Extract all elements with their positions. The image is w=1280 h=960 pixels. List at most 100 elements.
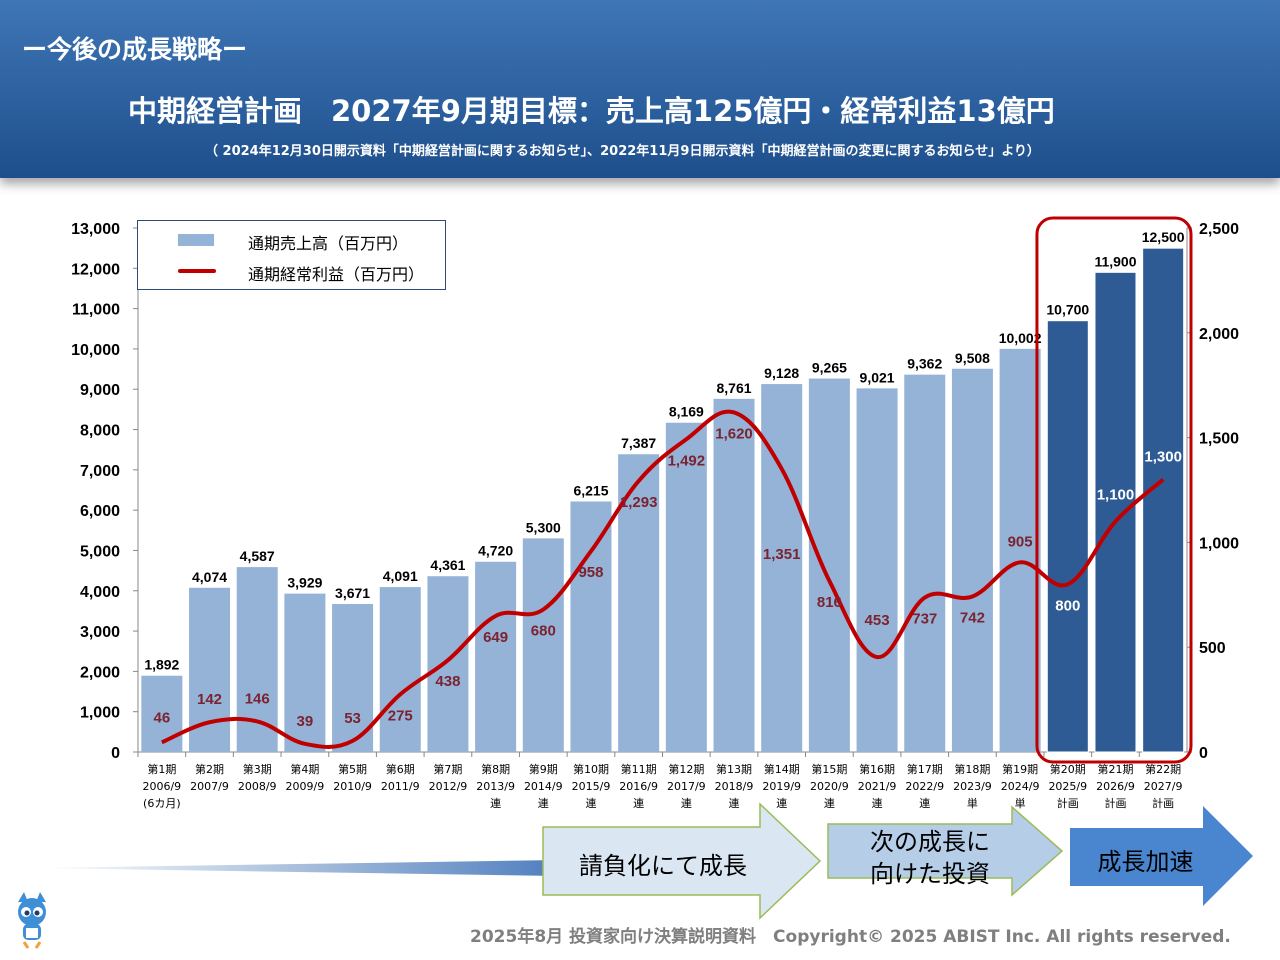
profit-point-label: 905 (1008, 533, 1033, 550)
x-tick-label: (6カ月) (143, 797, 181, 810)
profit-point-label: 53 (344, 710, 361, 727)
left-tick-label: 4,000 (80, 584, 120, 601)
sales-bar-label: 9,128 (764, 365, 799, 381)
profit-point-label: 438 (435, 673, 460, 690)
sales-bar-label: 9,362 (907, 356, 942, 372)
x-tick-label: 連 (585, 796, 596, 810)
sales-bar (332, 604, 374, 752)
phase-label-2: 次の成長に 向けた投資 (870, 828, 990, 888)
profit-point-label: 742 (960, 609, 985, 626)
x-tick-label: 第12期 (668, 762, 704, 776)
x-tick-label: 第18期 (954, 762, 990, 776)
sales-bar-label: 4,074 (192, 569, 227, 585)
x-tick-label: 2024/9 (1001, 780, 1040, 793)
x-tick-label: 第5期 (338, 762, 367, 776)
x-tick-label: 2012/9 (429, 780, 468, 793)
profit-point-label: 1,492 (668, 452, 706, 469)
x-tick-label: 第22期 (1145, 762, 1181, 776)
x-tick-label: 第7期 (433, 762, 462, 776)
x-tick-label: 連 (824, 796, 835, 810)
sales-bar (522, 538, 564, 752)
sales-bar-label: 9,265 (812, 360, 847, 376)
left-tick-label: 13,000 (71, 221, 120, 238)
x-tick-label: 2021/9 (858, 780, 897, 793)
x-tick-label: 第6期 (386, 762, 415, 776)
legend-label-sales: 通期売上高（百万円） (248, 234, 409, 253)
sales-bar-label: 5,300 (526, 519, 561, 535)
x-tick-label: 連 (538, 796, 549, 810)
x-tick-label: 第14期 (764, 762, 800, 776)
left-tick-label: 2,000 (80, 664, 120, 681)
x-tick-label: 2007/9 (190, 780, 229, 793)
x-tick-label: 2014/9 (524, 780, 563, 793)
x-tick-label: 連 (919, 796, 930, 810)
left-tick-label: 3,000 (80, 624, 120, 641)
legend-swatch-line (178, 269, 216, 273)
right-tick-label: 1,000 (1199, 535, 1239, 552)
mascot-icon (18, 892, 46, 949)
x-tick-label: 2009/9 (286, 780, 325, 793)
right-tick-label: 2,500 (1199, 221, 1239, 238)
x-tick-label: 第21期 (1097, 762, 1133, 776)
x-tick-label: 計画 (1104, 796, 1126, 810)
legend-item-sales: 通期売上高（百万円） (178, 230, 409, 254)
sales-bar-label: 10,700 (1046, 302, 1089, 318)
sales-bar-label: 8,169 (669, 404, 704, 420)
x-tick-label: 計画 (1152, 796, 1174, 810)
x-tick-label: 2010/9 (333, 780, 372, 793)
sales-bar (1046, 320, 1089, 753)
profit-point-label: 453 (865, 612, 890, 629)
x-tick-label: 第16期 (859, 762, 895, 776)
profit-point-label: 649 (483, 629, 508, 646)
x-tick-label: 第4期 (290, 762, 319, 776)
profit-point-label: 958 (578, 564, 603, 581)
sales-bar (999, 348, 1041, 752)
x-tick-label: 単 (1015, 796, 1026, 810)
x-tick-label: 第11期 (621, 762, 657, 776)
sales-bar (236, 567, 278, 752)
sales-bar (618, 454, 660, 752)
phase-label-3: 成長加速 (1097, 848, 1194, 876)
sales-bar (379, 587, 421, 752)
sales-bar-label: 9,021 (860, 369, 895, 385)
profit-point-label: 816 (817, 594, 842, 611)
profit-point-label: 1,293 (620, 494, 658, 511)
x-tick-label: 2011/9 (381, 780, 420, 793)
x-tick-label: 第8期 (481, 762, 510, 776)
growth-phase-arrows (35, 802, 1253, 920)
sales-bar (427, 576, 469, 752)
phase-arrow-3 (1070, 806, 1253, 906)
x-tick-label: 第3期 (243, 762, 272, 776)
profit-point-label: 800 (1055, 597, 1080, 614)
sales-bar-label: 4,720 (478, 543, 513, 559)
x-tick-label: 単 (967, 796, 978, 810)
x-tick-label: 第13期 (716, 762, 752, 776)
sales-bar-label: 4,091 (383, 568, 418, 584)
profit-point-label: 275 (388, 707, 413, 724)
x-tick-label: 2022/9 (905, 780, 944, 793)
profit-point-label: 46 (153, 709, 170, 726)
source-note: （ 2024年12月30日開示資料「中期経営計画に関するお知らせ」、2022年1… (205, 144, 1040, 159)
left-tick-label: 1,000 (80, 705, 120, 722)
sales-bar-label: 6,215 (573, 482, 608, 498)
sales-bar (141, 675, 183, 752)
left-tick-label: 5,000 (80, 543, 120, 560)
right-tick-label: 0 (1199, 745, 1208, 762)
x-tick-label: 連 (872, 796, 883, 810)
phase-label-1: 請負化にて成長 (579, 852, 747, 880)
profit-point-label: 142 (197, 691, 222, 708)
sales-bar (856, 388, 898, 752)
sales-bar (761, 384, 803, 752)
section-title: ー今後の成長戦略ー (22, 35, 248, 64)
right-tick-label: 2,000 (1199, 326, 1239, 343)
profit-point-label: 1,100 (1097, 486, 1135, 503)
sales-bar-label: 7,387 (621, 435, 656, 451)
x-tick-label: 第17期 (907, 762, 943, 776)
left-tick-label: 6,000 (80, 503, 120, 520)
profit-line (161, 409, 1165, 750)
profit-point-label: 680 (531, 622, 556, 639)
x-tick-label: 2015/9 (572, 780, 611, 793)
x-tick-label: 第9期 (529, 762, 558, 776)
sales-bar-label: 10,002 (999, 330, 1042, 346)
x-tick-label: 2016/9 (619, 780, 658, 793)
